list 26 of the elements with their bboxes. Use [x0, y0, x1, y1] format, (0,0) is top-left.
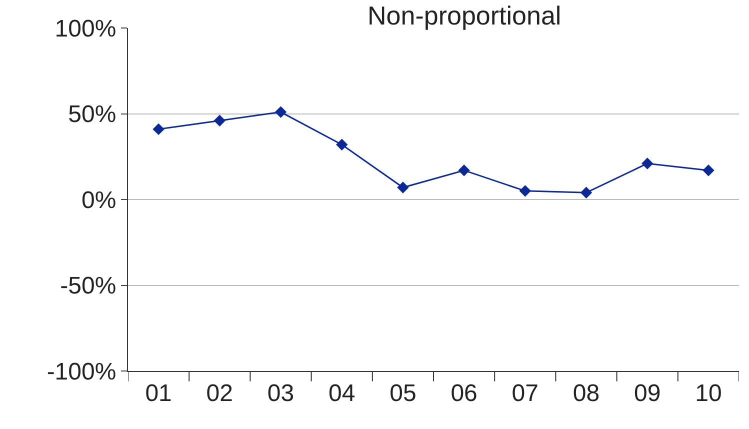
y-tick-label: 0%: [82, 186, 116, 214]
y-tick-label: -100%: [46, 358, 116, 386]
chart-title: Non-proportional: [368, 0, 562, 31]
x-tick-label: 01: [145, 380, 172, 407]
x-tick-label: 06: [450, 380, 478, 407]
x-tick-label: 04: [328, 380, 356, 407]
point: [214, 114, 226, 126]
point: [702, 164, 714, 176]
y-tick-label: 50%: [68, 101, 116, 128]
point: [642, 158, 654, 170]
x-tick-label: 03: [267, 380, 294, 407]
point: [397, 182, 409, 194]
x-tick-label: 10: [695, 380, 722, 407]
point: [519, 185, 531, 197]
y-tick-label: -50%: [60, 272, 116, 300]
point: [580, 186, 592, 198]
x-tick-label: 07: [512, 380, 538, 407]
point: [152, 123, 164, 136]
point: [458, 164, 470, 176]
x-tick-label: 02: [206, 380, 233, 407]
point: [274, 106, 287, 118]
point: [336, 138, 348, 150]
y-tick-label: 100%: [54, 15, 116, 42]
x-tick-label: 08: [572, 380, 600, 407]
x-tick-label: 09: [634, 380, 661, 407]
x-tick-label: 05: [390, 380, 416, 407]
